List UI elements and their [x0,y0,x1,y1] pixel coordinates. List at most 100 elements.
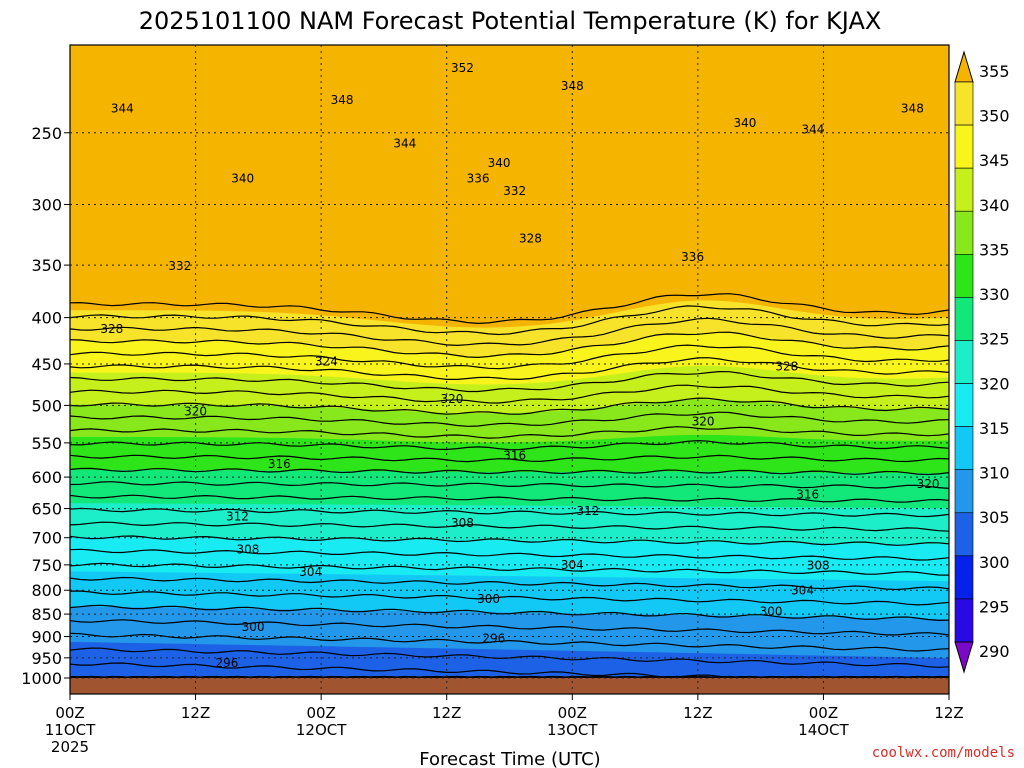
contour-label-320: 320 [184,405,207,419]
isentrope-356 [70,293,949,325]
colorbar-label-345: 345 [979,151,1010,170]
contour-label-300: 300 [242,620,265,634]
colorbar-swatch [954,598,974,643]
xtick-label-0-0: 00Z [55,704,84,722]
contour-label-328: 328 [775,360,798,374]
contour-label-312: 312 [577,504,600,518]
colorbar-swatch [954,210,974,255]
contour-label-340: 340 [488,156,511,170]
colorbar-swatch [954,555,974,600]
ytick-label-750: 750 [31,556,62,575]
isentrope-328 [70,481,949,489]
ytick-label-950: 950 [31,649,62,668]
ytick-label-500: 500 [31,396,62,415]
xtick-label-48-0: 00Z [558,704,587,722]
contour-label-348: 348 [561,79,584,93]
colorbar-label-290: 290 [979,642,1010,661]
contour-label-344: 344 [802,123,825,137]
contour-labels: 352 348 348 348 344 344 344 340 340 340 336 336 332 3… [100,61,940,670]
ytick-label-550: 550 [31,434,62,453]
isentrope-326 [70,494,949,503]
contour-label-300: 300 [760,604,783,618]
contour-label-320: 320 [917,477,940,491]
grid-lines [69,45,950,694]
isentrope-342 [70,384,949,404]
isentrope-332 [70,454,949,463]
colorbar-legend: 355 350 345 340 335 330 325 320 315 310 305 300 295 2… [954,50,1010,674]
contour-label-308: 308 [236,542,259,556]
contour-label-340: 340 [733,116,756,130]
isentrope-334 [70,439,949,451]
ytick-label-300: 300 [31,195,62,214]
ytick-label-400: 400 [31,309,62,328]
ytick-label-600: 600 [31,468,62,487]
isentrope-336 [70,426,949,439]
ytick-label-1000: 1000 [21,669,62,688]
colorbar-swatch [954,512,974,557]
isentrope-306 [70,632,949,652]
isentrope-320 [70,535,949,546]
ytick-label-350: 350 [31,256,62,275]
contour-label-336: 336 [681,250,704,264]
xtick-label-24-0: 00Z [306,704,335,722]
theta-color-fill [70,45,949,678]
chart-title: 2025101100 NAM Forecast Potential Temper… [139,7,882,35]
isentrope-300 [70,675,949,678]
contour-label-328: 328 [519,231,542,245]
ytick-label-800: 800 [31,581,62,600]
colorbar-swatch [954,254,974,298]
contour-label-336: 336 [467,172,490,186]
y-axis-pressure: 250 300 350 400 450 500 550 600 650 700 750 800 850 9… [21,124,70,688]
colorbar-label-305: 305 [979,508,1010,527]
plot-frame [69,44,950,695]
colorbar-swatch [954,81,974,126]
colorbar-label-355: 355 [979,62,1010,81]
contour-label-348: 348 [901,101,924,115]
contour-label-348: 348 [331,93,354,107]
surface-terrain-strip [70,678,949,694]
colorbar-label-315: 315 [979,419,1010,438]
xtick-label-36-0: 12Z [432,704,461,722]
isentrope-302 [70,662,947,678]
credit-text: coolwx.com/models [872,745,1015,761]
contour-label-308: 308 [807,558,830,572]
contour-label-296: 296 [216,656,239,670]
ytick-label-700: 700 [31,529,62,548]
xtick-label-24-1: 12OCT [296,721,347,739]
contour-label-308: 308 [451,516,474,530]
xtick-label-60-0: 12Z [683,704,712,722]
colorbar-swatch [954,340,974,384]
isentrope-344 [70,370,949,393]
contour-label-340: 340 [231,172,254,186]
isentrope-354 [70,305,949,336]
contour-label-332: 332 [503,184,526,198]
isentrope-316 [70,562,949,576]
colorbar-swatch [954,167,974,212]
isentrope-340 [70,397,949,415]
xtick-label-12-0: 12Z [181,704,210,722]
colorbar-label-325: 325 [979,330,1010,349]
contour-label-316: 316 [268,457,291,471]
isentrope-312 [70,590,949,606]
ytick-label-250: 250 [31,124,62,143]
isentrope-338 [70,411,949,427]
contour-label-316: 316 [503,449,526,463]
isentrope-324 [70,507,949,518]
colorbar-label-320: 320 [979,374,1010,393]
xtick-label-0-1: 11OCT [45,721,96,739]
contour-label-320: 320 [692,415,715,429]
isentrope-352 [70,317,949,347]
colorbar-label-350: 350 [979,107,1010,126]
isentrope-350 [70,331,949,359]
contour-label-300: 300 [477,592,500,606]
contour-label-344: 344 [111,101,134,115]
ytick-label-450: 450 [31,355,62,374]
band-above-355 [70,45,949,328]
colorbar-label-310: 310 [979,464,1010,483]
colorbar-label-330: 330 [979,285,1010,304]
colorbar-top-arrow [954,50,974,83]
isentrope-330 [70,467,949,476]
contour-label-304: 304 [299,565,322,579]
x-axis-label: Forecast Time (UTC) [419,749,600,768]
